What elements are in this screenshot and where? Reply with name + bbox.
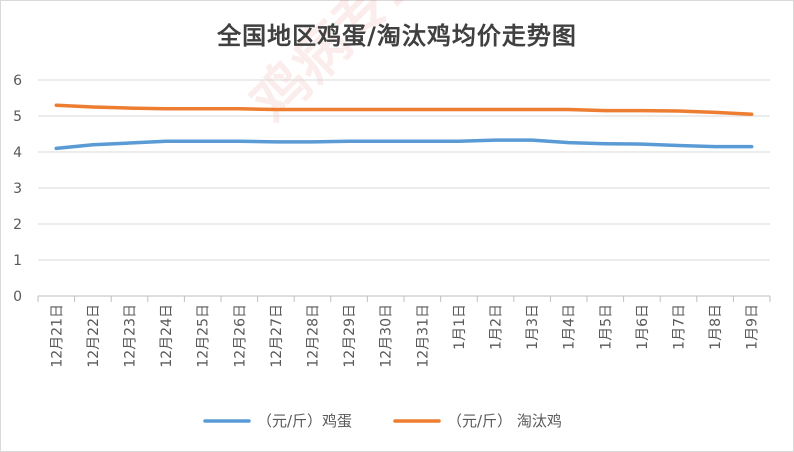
- x-tick-label: 12月25日: [196, 304, 212, 368]
- x-tick-label: 12月30日: [379, 304, 395, 368]
- x-tick-label: 1月7日: [672, 304, 688, 350]
- y-tick-label: 4: [13, 145, 22, 161]
- x-tick-label: 1月3日: [525, 304, 541, 350]
- x-tick-label: 1月1日: [452, 304, 468, 350]
- x-tick-label: 1月6日: [635, 304, 651, 350]
- y-tick-label: 3: [13, 181, 22, 197]
- y-tick-label: 5: [13, 109, 22, 125]
- x-tick-label: 12月22日: [86, 304, 102, 368]
- legend-label-2: （元/斤） 淘汰鸡: [447, 412, 562, 430]
- y-tick-label: 2: [13, 217, 22, 233]
- x-tick-label: 12月26日: [232, 304, 248, 368]
- y-tick-label: 0: [13, 289, 22, 305]
- x-tick-label: 1月4日: [562, 304, 578, 350]
- x-tick-label: 12月31日: [415, 304, 431, 368]
- x-tick-label: 12月21日: [49, 304, 65, 368]
- legend-label-1: （元/斤）鸡蛋: [257, 412, 352, 430]
- x-tick-label: 1月9日: [745, 304, 761, 350]
- y-tick-label: 6: [13, 73, 22, 89]
- x-tick-label: 1月5日: [598, 304, 614, 350]
- x-tick-label: 12月27日: [269, 304, 285, 368]
- x-tick-label: 12月24日: [159, 304, 175, 368]
- x-tick-label: 12月28日: [306, 304, 322, 368]
- x-tick-label: 1月2日: [489, 304, 505, 350]
- x-tick-label: 1月8日: [708, 304, 724, 350]
- series-line-1: [54, 138, 754, 151]
- series-line-2: [54, 103, 754, 116]
- chart-title: 全国地区鸡蛋/淘汰鸡均价走势图: [217, 22, 577, 50]
- x-tick-label: 12月23日: [123, 304, 139, 368]
- x-tick-label: 12月29日: [342, 304, 358, 368]
- y-tick-label: 1: [13, 253, 22, 269]
